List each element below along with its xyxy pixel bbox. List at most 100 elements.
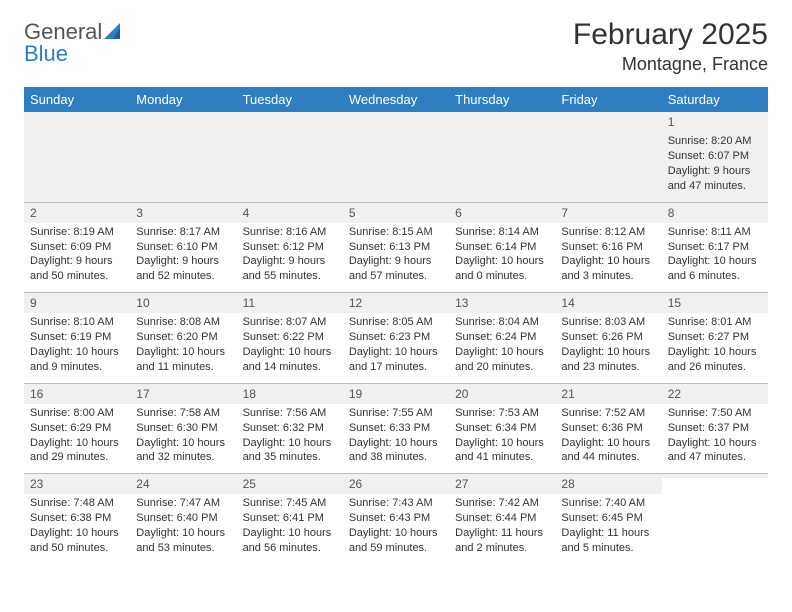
sunset-text: Sunset: 6:37 PM bbox=[668, 421, 762, 436]
calendar-table: Sunday Monday Tuesday Wednesday Thursday… bbox=[24, 87, 768, 564]
sunrise-text: Sunrise: 8:15 AM bbox=[349, 225, 443, 240]
week-row: 23Sunrise: 7:48 AMSunset: 6:38 PMDayligh… bbox=[24, 474, 768, 564]
sunset-text: Sunset: 6:30 PM bbox=[136, 421, 230, 436]
day-cell: 6Sunrise: 8:14 AMSunset: 6:14 PMDaylight… bbox=[449, 202, 555, 293]
day-number bbox=[130, 112, 236, 116]
daylight-text: Daylight: 10 hours and 9 minutes. bbox=[30, 345, 124, 375]
sunrise-text: Sunrise: 7:42 AM bbox=[455, 496, 549, 511]
day-cell: 16 Sunrise: 8:00 AMSunset: 6:29 PMDayligh… bbox=[24, 383, 130, 474]
logo-text: General Blue bbox=[24, 18, 124, 65]
sunset-text: Sunset: 6:12 PM bbox=[243, 240, 337, 255]
sunrise-text: Sunrise: 8:20 AM bbox=[668, 134, 762, 149]
weekday-header: Monday bbox=[130, 87, 236, 112]
daylight-text: Daylight: 10 hours and 17 minutes. bbox=[349, 345, 443, 375]
day-number: 3 bbox=[130, 203, 236, 223]
day-number: 23 bbox=[24, 474, 130, 494]
sunrise-text: Sunrise: 8:04 AM bbox=[455, 315, 549, 330]
day-cell: 1 Sunrise: 8:20 AMSunset: 6:07 PMDaylight… bbox=[662, 112, 768, 202]
day-cell: 20Sunrise: 7:53 AMSunset: 6:34 PMDayligh… bbox=[449, 383, 555, 474]
day-cell: 25Sunrise: 7:45 AMSunset: 6:41 PMDayligh… bbox=[237, 474, 343, 564]
month-title: February 2025 bbox=[573, 18, 768, 52]
sunrise-text: Sunrise: 8:16 AM bbox=[243, 225, 337, 240]
daylight-text: Daylight: 10 hours and 6 minutes. bbox=[668, 254, 762, 284]
day-cell: 14Sunrise: 8:03 AMSunset: 6:26 PMDayligh… bbox=[555, 293, 661, 384]
page-header: General Blue February 2025 Montagne, Fra… bbox=[24, 18, 768, 75]
day-cell: 26 Sunrise: 7:43 AMSunset: 6:43 PMDayligh… bbox=[343, 474, 449, 564]
sunrise-text: Sunrise: 7:43 AM bbox=[349, 496, 443, 511]
sunset-text: Sunset: 6:29 PM bbox=[30, 421, 124, 436]
sunset-text: Sunset: 6:07 PM bbox=[668, 149, 762, 164]
day-number: 26 bbox=[343, 474, 449, 494]
sunset-text: Sunset: 6:43 PM bbox=[349, 511, 443, 526]
day-cell: 7Sunrise: 8:12 AMSunset: 6:16 PMDaylight… bbox=[555, 202, 661, 293]
day-cell: 11Sunrise: 8:07 AMSunset: 6:22 PMDayligh… bbox=[237, 293, 343, 384]
day-number bbox=[555, 112, 661, 116]
sunrise-text: Sunrise: 7:50 AM bbox=[668, 406, 762, 421]
sunrise-text: Sunrise: 7:52 AM bbox=[561, 406, 655, 421]
sunrise-text: Sunrise: 8:01 AM bbox=[668, 315, 762, 330]
sunset-text: Sunset: 6:44 PM bbox=[455, 511, 549, 526]
sunset-text: Sunset: 6:14 PM bbox=[455, 240, 549, 255]
sunrise-text: Sunrise: 7:58 AM bbox=[136, 406, 230, 421]
daylight-text: Daylight: 10 hours and 47 minutes. bbox=[668, 436, 762, 466]
sunset-text: Sunset: 6:38 PM bbox=[30, 511, 124, 526]
sunset-text: Sunset: 6:16 PM bbox=[561, 240, 655, 255]
daylight-text: Daylight: 10 hours and 14 minutes. bbox=[243, 345, 337, 375]
day-number: 27 bbox=[449, 474, 555, 494]
sail-icon bbox=[104, 21, 124, 43]
sunset-text: Sunset: 6:36 PM bbox=[561, 421, 655, 436]
day-cell: 2Sunrise: 8:19 AMSunset: 6:09 PMDaylight… bbox=[24, 202, 130, 293]
weekday-header: Sunday bbox=[24, 87, 130, 112]
day-number: 24 bbox=[130, 474, 236, 494]
sunrise-text: Sunrise: 7:45 AM bbox=[243, 496, 337, 511]
day-cell bbox=[24, 112, 130, 202]
day-number bbox=[343, 112, 449, 116]
sunrise-text: Sunrise: 8:12 AM bbox=[561, 225, 655, 240]
weekday-header: Friday bbox=[555, 87, 661, 112]
day-number: 21 bbox=[555, 384, 661, 404]
daylight-text: Daylight: 10 hours and 59 minutes. bbox=[349, 526, 443, 556]
day-cell: 27Sunrise: 7:42 AMSunset: 6:44 PMDayligh… bbox=[449, 474, 555, 564]
sunset-text: Sunset: 6:27 PM bbox=[668, 330, 762, 345]
sunrise-text: Sunrise: 8:00 AM bbox=[30, 406, 124, 421]
sunset-text: Sunset: 6:40 PM bbox=[136, 511, 230, 526]
sunset-text: Sunset: 6:41 PM bbox=[243, 511, 337, 526]
calendar-body: 1Sunrise: 8:20 AMSunset: 6:07 PMDaylight… bbox=[24, 112, 768, 564]
daylight-text: Daylight: 10 hours and 23 minutes. bbox=[561, 345, 655, 375]
daylight-text: Daylight: 9 hours and 52 minutes. bbox=[136, 254, 230, 284]
daylight-text: Daylight: 10 hours and 44 minutes. bbox=[561, 436, 655, 466]
day-number: 16 bbox=[24, 384, 130, 404]
daylight-text: Daylight: 10 hours and 29 minutes. bbox=[30, 436, 124, 466]
day-cell: 17Sunrise: 7:58 AMSunset: 6:30 PMDayligh… bbox=[130, 383, 236, 474]
location-label: Montagne, France bbox=[573, 54, 768, 75]
day-cell: 22Sunrise: 7:50 AMSunset: 6:37 PMDayligh… bbox=[662, 383, 768, 474]
sunset-text: Sunset: 6:19 PM bbox=[30, 330, 124, 345]
daylight-text: Daylight: 10 hours and 53 minutes. bbox=[136, 526, 230, 556]
day-cell bbox=[449, 112, 555, 202]
day-number: 9 bbox=[24, 293, 130, 313]
sunset-text: Sunset: 6:24 PM bbox=[455, 330, 549, 345]
sunrise-text: Sunrise: 8:05 AM bbox=[349, 315, 443, 330]
daylight-text: Daylight: 9 hours and 47 minutes. bbox=[668, 164, 762, 194]
sunset-text: Sunset: 6:33 PM bbox=[349, 421, 443, 436]
sunrise-text: Sunrise: 8:03 AM bbox=[561, 315, 655, 330]
week-row: 16Sunrise: 8:00 AMSunset: 6:29 PMDayligh… bbox=[24, 383, 768, 474]
day-number: 15 bbox=[662, 293, 768, 313]
sunset-text: Sunset: 6:20 PM bbox=[136, 330, 230, 345]
sunrise-text: Sunrise: 8:07 AM bbox=[243, 315, 337, 330]
day-cell: 24 Sunrise: 7:47 AMSunset: 6:40 PMDayligh… bbox=[130, 474, 236, 564]
daylight-text: Daylight: 10 hours and 50 minutes. bbox=[30, 526, 124, 556]
day-number: 12 bbox=[343, 293, 449, 313]
weekday-header-row: Sunday Monday Tuesday Wednesday Thursday… bbox=[24, 87, 768, 112]
day-number: 6 bbox=[449, 203, 555, 223]
daylight-text: Daylight: 11 hours and 5 minutes. bbox=[561, 526, 655, 556]
day-number: 1 bbox=[662, 112, 768, 132]
sunset-text: Sunset: 6:26 PM bbox=[561, 330, 655, 345]
sunrise-text: Sunrise: 7:48 AM bbox=[30, 496, 124, 511]
day-number: 11 bbox=[237, 293, 343, 313]
day-number: 5 bbox=[343, 203, 449, 223]
sunrise-text: Sunrise: 7:47 AM bbox=[136, 496, 230, 511]
day-number: 19 bbox=[343, 384, 449, 404]
day-number: 17 bbox=[130, 384, 236, 404]
day-cell bbox=[662, 474, 768, 564]
